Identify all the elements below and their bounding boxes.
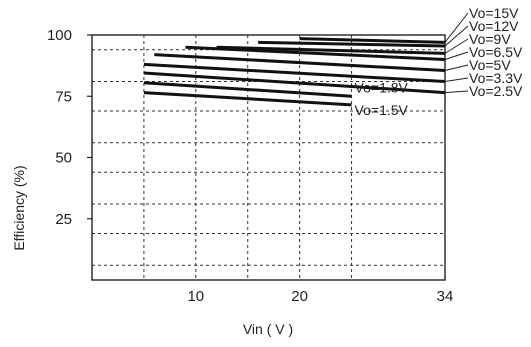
series-line-0 (299, 37, 446, 44)
series-line-3 (185, 45, 446, 61)
series-leader-6 (444, 90, 469, 94)
y-tick-label-1: 75 (55, 88, 72, 105)
axis-ticks: 100 75 50 25 10 20 34 (47, 27, 453, 305)
series-line-1 (258, 40, 446, 48)
series-leader-4 (444, 64, 469, 72)
series-leader-3 (444, 51, 469, 60)
x-tick-label-1: 20 (291, 288, 308, 305)
x-axis-label: Vin ( V ) (243, 321, 293, 337)
y-tick-label-3: 25 (55, 211, 72, 228)
x-tick-label-2: 34 (437, 288, 454, 305)
y-tick-label-2: 50 (55, 150, 72, 167)
y-tick-label-0: 100 (47, 27, 72, 44)
series-leader-1 (444, 25, 469, 47)
series-lines (143, 37, 446, 107)
series-line-5 (143, 62, 446, 84)
series-label-0: Vo=15V (469, 5, 519, 21)
series-label-1: Vo=12V (469, 18, 519, 34)
series-line-8 (143, 91, 352, 107)
series-line-6 (143, 71, 446, 95)
series-label-2: Vo=9V (469, 31, 511, 47)
series-leader-5 (444, 77, 469, 83)
series-labels: Vo=15VVo=12VVo=9VVo=6.5VVo=5VVo=3.3VVo=2… (355, 5, 523, 118)
series-label-3: Vo=6.5V (469, 44, 523, 60)
series-line-7 (143, 81, 352, 98)
series-label-6: Vo=2.5V (469, 83, 523, 99)
series-leader-2 (444, 38, 469, 54)
series-label-4: Vo=5V (469, 57, 511, 73)
series-line-4 (154, 53, 446, 73)
series-label-7: Vo=1.8V (355, 79, 409, 95)
x-tick-label-0: 10 (187, 288, 204, 305)
series-label-5: Vo=3.3V (469, 70, 523, 86)
y-axis-label: Efficiency (%) (11, 165, 27, 250)
series-label-8: Vo=1.5V (355, 102, 409, 118)
series-leader-0 (444, 12, 469, 43)
series-line-2 (216, 45, 446, 55)
